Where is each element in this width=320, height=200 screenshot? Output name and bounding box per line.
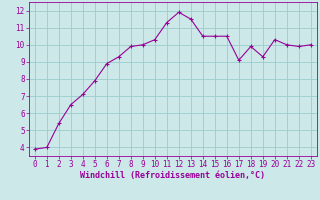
- X-axis label: Windchill (Refroidissement éolien,°C): Windchill (Refroidissement éolien,°C): [80, 171, 265, 180]
